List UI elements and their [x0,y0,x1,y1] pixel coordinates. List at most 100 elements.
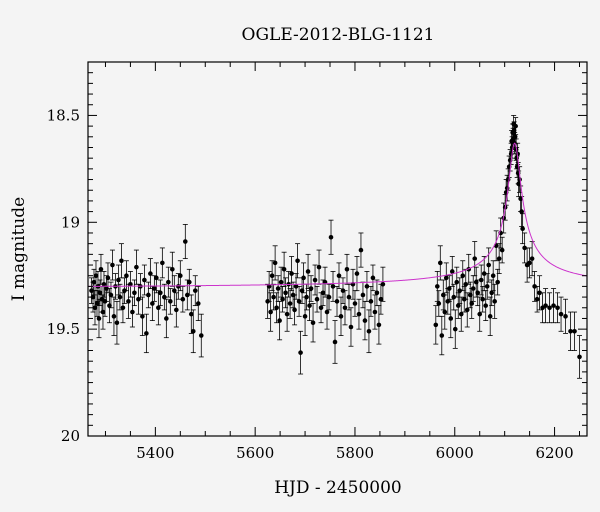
data-point [318,292,324,324]
data-point [198,313,204,358]
data-point [324,294,330,330]
data-point [380,266,386,302]
data-point [433,305,439,345]
data-point [161,283,167,311]
x-tick-label: 6200 [535,444,573,462]
data-point [268,292,274,332]
data-point [118,243,124,279]
data-point [307,290,313,321]
y-tick-label: 20 [61,427,80,445]
data-point [305,253,311,289]
data-point [295,243,301,279]
data-point [159,247,165,279]
data-point [298,330,304,375]
data-point [464,292,470,328]
data-point [326,283,332,311]
data-point [328,219,334,255]
data-point [301,262,307,294]
data-point [195,285,201,321]
data-point [188,294,194,334]
data-point [320,279,326,307]
data-point [496,243,502,274]
data-point [454,266,460,298]
data-point [370,264,376,292]
data-point [374,279,380,307]
data-point [358,232,364,268]
data-point [483,290,489,321]
data-point [555,292,561,324]
data-point [519,196,525,227]
axis-ticks [88,61,587,437]
data-point [520,213,526,245]
data-point [457,277,463,304]
data-point [484,273,490,300]
data-point [577,335,583,379]
data-point [141,264,147,296]
y-tick-label: 19 [61,213,80,231]
data-point [460,260,466,292]
data-point [499,236,505,264]
data-point [149,285,155,321]
data-point [513,117,519,136]
data-point [182,224,188,260]
data-point [308,275,314,302]
data-point [537,275,543,311]
data-point [287,288,293,319]
data-point [472,241,478,277]
data-point [143,313,149,354]
data-point [292,294,298,326]
data-point [175,273,181,300]
data-point [442,294,448,330]
x-tick-label: 6000 [436,444,474,462]
data-point [527,247,533,279]
x-tick-label: 5600 [236,444,274,462]
x-tick-label: 5800 [336,444,374,462]
data-point [376,305,382,345]
model-curve [87,142,588,287]
data-point [439,315,445,356]
data-point [332,320,338,364]
data-point [477,296,483,332]
data-point [446,275,452,302]
data-point [165,266,171,298]
data-point [448,298,454,339]
data-point [529,241,535,277]
y-axis-label: I magnitude [9,197,29,301]
data-point [180,285,186,313]
data-point [489,279,495,307]
data-point [169,251,175,287]
data-point [277,300,283,341]
data-point [330,271,336,302]
data-point [558,296,564,332]
data-point [133,249,139,285]
data-point [157,279,163,307]
data-point [534,285,540,313]
data-point [314,285,320,313]
data-point [280,285,286,313]
data-point [572,311,578,351]
axis-tick-labels: 5400 5600 5800 6000 6200 18.5 19 19.5 20 [47,106,574,462]
data-point [356,298,362,330]
data-point [344,253,350,285]
y-tick-label: 19.5 [47,320,80,338]
data-point [109,249,115,281]
data-point [458,296,464,332]
data-point [563,298,569,334]
data-point [463,268,469,300]
data-point [551,288,557,324]
data-point [190,309,196,354]
data-point [117,283,123,311]
data-point [352,290,358,317]
plot-frame [87,61,588,437]
data-point [114,300,120,345]
data-point [443,262,449,294]
data-point [452,309,458,349]
data-point [139,296,145,336]
data-point [115,264,121,296]
x-axis-label: HJD - 2450000 [274,478,402,498]
data-point [436,290,442,317]
y-tick-label: 18.5 [47,106,80,124]
data-point [192,275,198,307]
data-point [455,292,461,319]
